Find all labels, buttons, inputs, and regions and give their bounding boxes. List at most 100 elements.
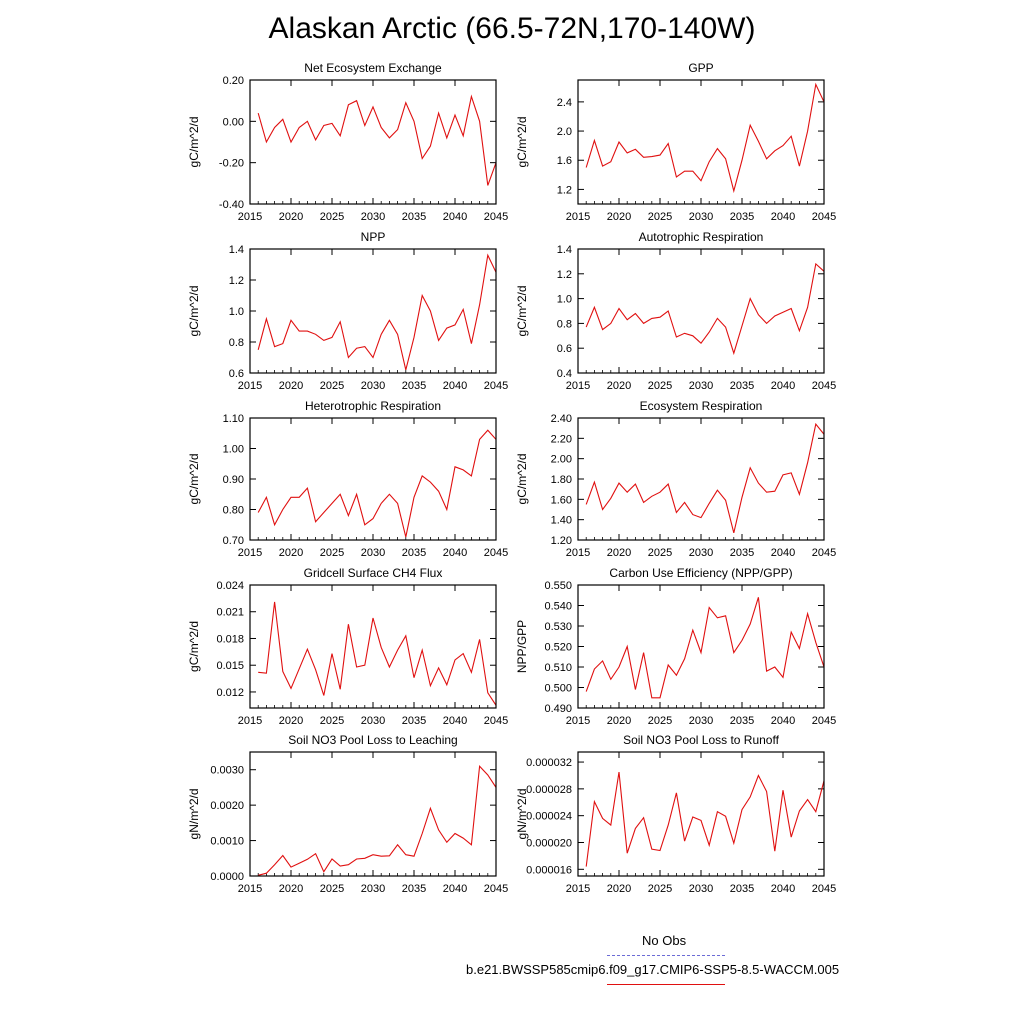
x-tick-label: 2045	[484, 715, 508, 727]
y-tick-label: -0.40	[219, 199, 244, 211]
y-tick-label: 2.40	[551, 413, 572, 425]
y-axis-label: gC/m^2/d	[187, 286, 201, 337]
x-tick-label: 2030	[361, 883, 385, 895]
x-tick-label: 2015	[238, 715, 262, 727]
plot-frame	[577, 248, 825, 374]
y-tick-label: 0.000020	[526, 837, 572, 849]
y-tick-label: 0.8	[557, 318, 572, 330]
x-tick-label: 2020	[607, 547, 631, 559]
x-tick-label: 2030	[689, 883, 713, 895]
x-tick-label: 2020	[279, 380, 303, 392]
chart-panel-4: Heterotrophic Respiration gC/m^2/d 2015 202…	[187, 399, 508, 559]
y-tick-label: 0.0010	[210, 836, 244, 848]
legend-obs-line	[607, 955, 725, 956]
chart-panel-0: Net Ecosystem Exchange gC/m^2/d 2015 2020 20…	[187, 61, 508, 223]
x-tick-label: 2015	[566, 883, 590, 895]
y-tick-label: 1.6	[557, 155, 572, 167]
y-tick-label: 2.00	[551, 454, 572, 466]
x-tick-label: 2040	[443, 883, 467, 895]
y-axis-label: gC/m^2/d	[515, 286, 529, 337]
series-line	[258, 764, 496, 876]
y-tick-label: 0.015	[216, 660, 244, 672]
x-tick-label: 2025	[648, 547, 672, 559]
y-axis-label: gC/m^2/d	[187, 117, 201, 168]
plot-frame	[249, 751, 497, 877]
x-tick-label: 2030	[361, 211, 385, 223]
x-tick-label: 2015	[238, 883, 262, 895]
x-tick-label: 2025	[320, 547, 344, 559]
x-tick-label: 2030	[689, 211, 713, 223]
y-tick-label: 0.530	[544, 621, 572, 633]
y-tick-label: 0.20	[223, 75, 244, 87]
y-tick-label: 0.024	[216, 580, 244, 592]
x-tick-label: 2045	[484, 211, 508, 223]
x-tick-label: 2015	[566, 547, 590, 559]
plot-frame	[577, 79, 825, 205]
x-tick-label: 2045	[484, 547, 508, 559]
x-tick-label: 2025	[320, 883, 344, 895]
x-tick-label: 2040	[443, 380, 467, 392]
series-line	[585, 597, 824, 699]
y-tick-label: 0.4	[557, 368, 572, 380]
chart-title: NPP	[361, 230, 386, 244]
chart-title: Net Ecosystem Exchange	[304, 61, 442, 75]
x-tick-label: 2035	[402, 211, 426, 223]
y-tick-label: 1.0	[557, 294, 572, 306]
x-tick-label: 2030	[689, 715, 713, 727]
y-tick-label: 0.000028	[526, 784, 572, 796]
y-tick-label: 0.0020	[210, 800, 244, 812]
x-tick-label: 2020	[279, 211, 303, 223]
x-tick-label: 2045	[484, 883, 508, 895]
y-tick-label: 0.6	[229, 368, 244, 380]
y-axis-label: gN/m^2/d	[515, 789, 529, 840]
plot-frame	[577, 417, 825, 541]
x-tick-label: 2045	[812, 883, 836, 895]
x-tick-label: 2030	[689, 547, 713, 559]
y-tick-label: 0.550	[544, 580, 572, 592]
y-tick-label: 1.40	[551, 515, 572, 527]
chart-title: Autotrophic Respiration	[639, 230, 764, 244]
y-tick-label: 2.0	[557, 126, 572, 138]
y-tick-label: 0.012	[216, 687, 244, 699]
x-tick-label: 2040	[771, 380, 795, 392]
y-tick-label: 0.021	[216, 607, 244, 619]
y-axis-label: NPP/GPP	[515, 620, 529, 673]
x-tick-label: 2015	[238, 211, 262, 223]
y-tick-label: 0.018	[216, 633, 244, 645]
x-tick-label: 2040	[771, 211, 795, 223]
x-tick-label: 2020	[279, 547, 303, 559]
x-tick-label: 2035	[402, 715, 426, 727]
series-line	[257, 429, 496, 538]
x-tick-label: 2035	[402, 547, 426, 559]
y-axis-label: gC/m^2/d	[515, 454, 529, 505]
chart-title: Carbon Use Efficiency (NPP/GPP)	[609, 566, 792, 580]
y-tick-label: 1.2	[557, 269, 572, 281]
y-tick-label: 0.70	[223, 535, 244, 547]
plot-frame	[249, 584, 497, 709]
chart-title: Heterotrophic Respiration	[305, 399, 441, 413]
chart-title: Soil NO3 Pool Loss to Runoff	[623, 733, 780, 747]
y-tick-label: 2.20	[551, 433, 572, 445]
y-tick-label: 1.4	[557, 244, 572, 256]
x-tick-label: 2045	[812, 211, 836, 223]
plot-frame	[577, 584, 825, 709]
x-tick-label: 2015	[566, 380, 590, 392]
y-axis-label: gN/m^2/d	[187, 789, 201, 840]
x-tick-label: 2025	[648, 883, 672, 895]
y-tick-label: -0.20	[219, 158, 244, 170]
series-line	[257, 94, 496, 186]
x-tick-label: 2015	[566, 211, 590, 223]
y-tick-label: 0.00	[223, 116, 244, 128]
legend-model-label: b.e21.BWSSP585cmip6.f09_g17.CMIP6-SSP5-8…	[466, 962, 840, 977]
x-tick-label: 2015	[566, 715, 590, 727]
x-tick-label: 2035	[402, 380, 426, 392]
chart-panel-2: NPP gC/m^2/d 2015 2020 2025 2030 2035 2040 2045 0…	[187, 230, 508, 392]
chart-title: Soil NO3 Pool Loss to Leaching	[288, 733, 457, 747]
legend-model-line	[607, 984, 725, 985]
chart-panel-7: Carbon Use Efficiency (NPP/GPP) NPP/GPP 20…	[515, 566, 836, 727]
y-tick-label: 2.4	[557, 97, 572, 109]
x-tick-label: 2045	[812, 380, 836, 392]
x-tick-label: 2040	[443, 211, 467, 223]
x-tick-label: 2015	[238, 547, 262, 559]
